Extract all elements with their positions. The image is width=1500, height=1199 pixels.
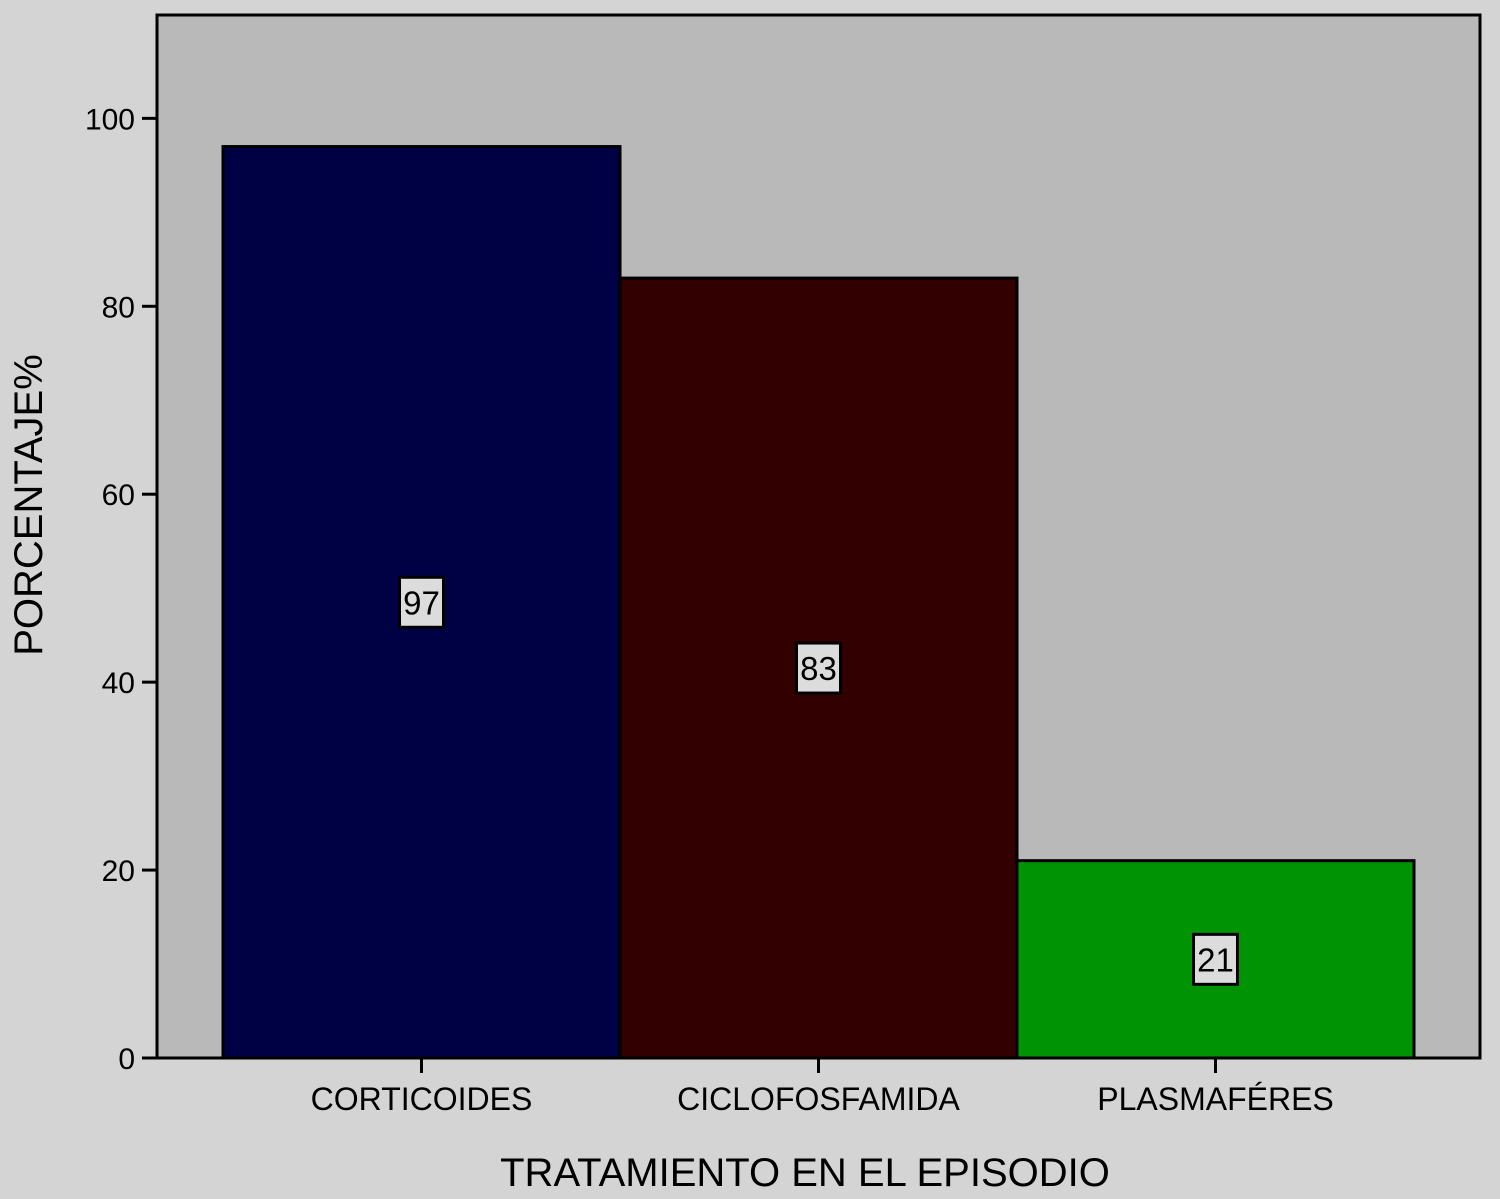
y-tick-label: 0 [118,1043,135,1076]
data-labels: 97 83 21 [398,575,1239,986]
data-label-box [795,641,842,695]
data-label-box [1192,932,1239,986]
x-tick-label: PLASMAFÉRES [1097,1081,1334,1117]
x-axis-title: TRATAMIENTO EN EL EPISODIO [500,1151,1110,1195]
data-label-box [398,575,445,629]
x-axis-ticks: CORTICOIDES CICLOFOSFAMIDA PLASMAFÉRES [311,1058,1334,1117]
data-label: 83 [800,650,837,687]
y-tick-label: 40 [102,667,135,700]
data-label: 97 [403,584,440,621]
y-tick-label: 100 [85,103,135,136]
y-tick-label: 20 [102,855,135,888]
data-label: 21 [1197,941,1234,978]
y-axis-ticks: 0 20 40 60 80 100 [85,103,157,1076]
y-tick-label: 80 [102,291,135,324]
y-axis-title: PORCENTAJE% [7,354,51,656]
y-tick-label: 60 [102,479,135,512]
x-tick-label: CICLOFOSFAMIDA [677,1081,960,1117]
x-tick-label: CORTICOIDES [311,1081,533,1117]
